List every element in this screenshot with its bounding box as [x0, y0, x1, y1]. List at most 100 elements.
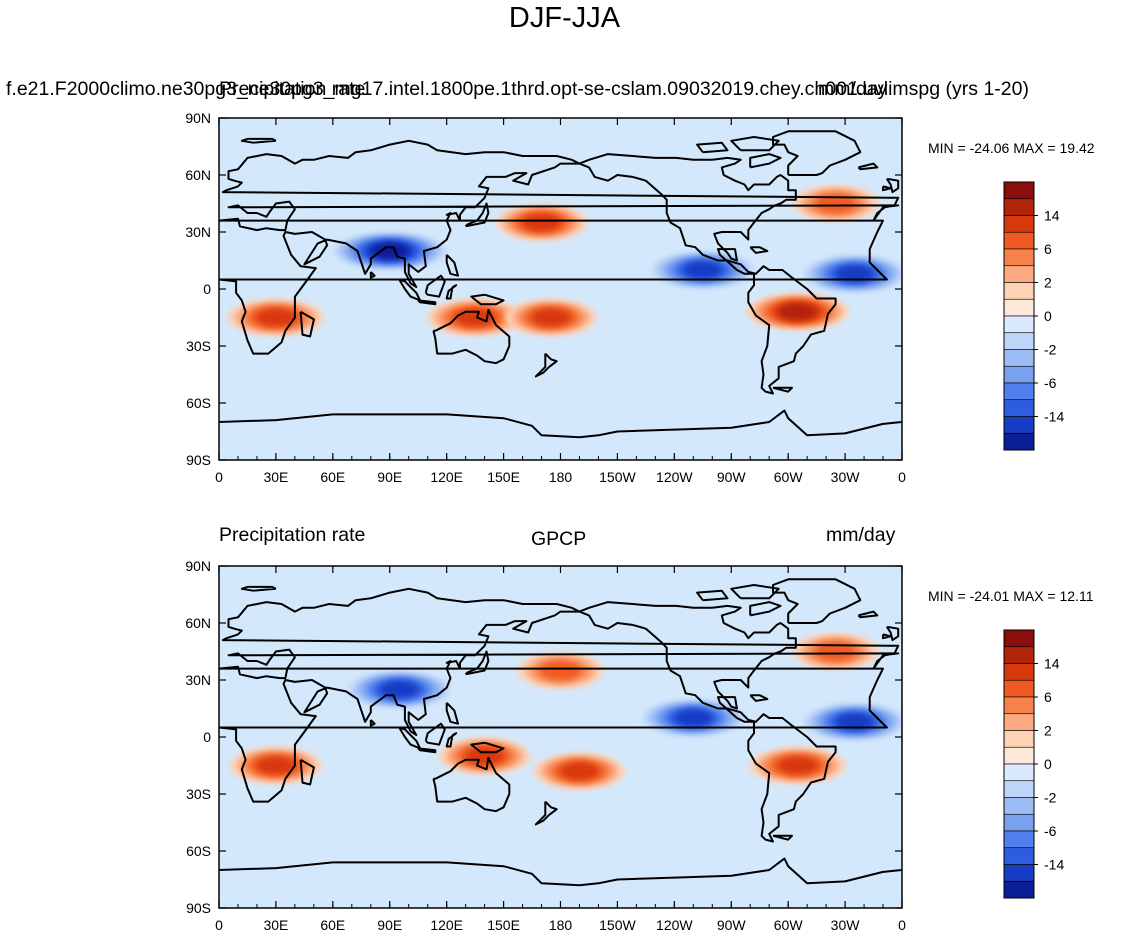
coastline-p1-22 — [240, 585, 277, 592]
xtick-label-p0-4: 120E — [430, 469, 463, 485]
coastline-p1-11 — [882, 633, 892, 640]
coastline-p0-20 — [749, 246, 769, 254]
xtick-label-p0-2: 60E — [320, 469, 345, 485]
panel-2-left-label: Precipitation rate — [219, 524, 366, 546]
colorbar-swatch-p1-14 — [1003, 864, 1035, 882]
ytick-label-p1-4: 30S — [186, 786, 211, 802]
colorbar-swatch-p0-9 — [1003, 332, 1035, 350]
colorbar-label-p0-5: -6 — [1044, 375, 1057, 391]
precip-contour-p0-f2-l6 — [371, 243, 409, 259]
colorbar-swatch-p0-8 — [1003, 315, 1035, 334]
panel-1-overlay-variable: Precipitation rate — [219, 78, 366, 100]
precip-contour-p0-f7-l5 — [779, 303, 817, 320]
coastline-p0-22 — [240, 137, 277, 144]
colorbar-label-p1-3: 0 — [1044, 756, 1052, 772]
ytick-label-p0-1: 60N — [185, 167, 211, 183]
colorbar-swatch-p1-12 — [1003, 830, 1035, 849]
coastline-p0-23 — [219, 409, 902, 439]
precip-contour-p1-f2-l5 — [380, 681, 418, 698]
xtick-label-p1-6: 180 — [549, 917, 573, 933]
colorbar-label-p0-2: 2 — [1044, 275, 1052, 291]
coastline-p1-15 — [579, 601, 837, 843]
colorbar-swatch-p1-9 — [1003, 780, 1035, 798]
colorbar-swatch-p1-7 — [1003, 746, 1035, 765]
xtick-label-p0-7: 150W — [599, 469, 636, 485]
colorbar-label-p0-3: 0 — [1044, 308, 1052, 324]
coastline-p1-20 — [749, 694, 769, 702]
precip-contour-p1-f7-l4 — [778, 757, 817, 774]
ytick-label-p1-2: 30N — [185, 672, 211, 688]
precip-contour-p1-f4-l4 — [560, 762, 599, 780]
coastline-p1-6 — [417, 747, 437, 754]
precip-contour-p1-f8-l3 — [815, 642, 856, 661]
ytick-label-p0-0: 90N — [185, 110, 211, 126]
colorbar-panel-1: 14 6 2 0 -2 -6 -14 — [1003, 181, 1064, 451]
ytick-label-p0-2: 30N — [185, 224, 211, 240]
xtick-label-p1-5: 150E — [487, 917, 520, 933]
colorbar-label-p1-1: 6 — [1044, 689, 1052, 705]
coastline-p0-1 — [534, 352, 558, 378]
xtick-label-p1-12: 0 — [898, 917, 906, 933]
colorbar-swatch-p1-6 — [1003, 730, 1035, 748]
colorbar-swatch-p0-3 — [1003, 231, 1035, 250]
ytick-label-p1-3: 0 — [203, 729, 211, 745]
ytick-label-p0-4: 30S — [186, 338, 211, 354]
panel-1-stats: MIN = -24.06 MAX = 19.42 — [928, 140, 1095, 156]
coastline-p0-2 — [470, 293, 505, 306]
coastline-p0-8 — [445, 254, 459, 277]
precip-field-p0 — [227, 185, 902, 336]
colorbar-swatch-p0-11 — [1003, 365, 1035, 384]
xtick-label-p1-11: 30W — [831, 917, 861, 933]
colorbar-swatch-p1-1 — [1003, 646, 1035, 664]
coastline-p0-19 — [749, 153, 782, 169]
colorbar-label-p1-6: -14 — [1044, 857, 1064, 873]
coastline-p1-17 — [730, 584, 780, 600]
precip-contour-p1-f5-l3 — [540, 661, 581, 680]
xtick-label-p1-9: 90W — [717, 917, 747, 933]
coastline-p1-23 — [219, 857, 902, 887]
xtick-label-p1-2: 60E — [320, 917, 345, 933]
colorbar-label-p1-4: -2 — [1044, 790, 1057, 806]
colorbar-label-p0-4: -2 — [1044, 342, 1057, 358]
ytick-label-p1-5: 60S — [186, 843, 211, 859]
colorbar-swatch-p1-10 — [1003, 797, 1035, 815]
colorbar-swatch-p1-3 — [1003, 679, 1035, 698]
xtick-label-p0-1: 30E — [263, 469, 288, 485]
xtick-label-p0-3: 90E — [377, 469, 402, 485]
colorbar-swatch-p0-13 — [1003, 399, 1035, 417]
precip-contour-p0-f6-l5 — [684, 262, 722, 278]
precip-contour-p0-f8-l3 — [815, 194, 856, 213]
colorbar-swatch-p1-13 — [1003, 847, 1035, 865]
precip-contour-p0-f3-l4 — [455, 309, 495, 326]
panel-2-right-label: mm/day — [826, 524, 896, 546]
xtick-label-p0-9: 90W — [717, 469, 747, 485]
colorbar-label-p1-2: 2 — [1044, 723, 1052, 739]
colorbar-swatch-p1-5 — [1003, 713, 1035, 731]
xtick-label-p1-1: 30E — [263, 917, 288, 933]
panel-1-overlay-units: mm/day — [818, 78, 888, 100]
coastline-p1-3 — [432, 756, 511, 813]
colorbar-panel-2: 14 6 2 0 -2 -6 -14 — [1003, 629, 1064, 899]
panel-1-subtitle: f.e21.F2000climo.ne30pg3_ne30pg3_mg17.in… — [6, 78, 1029, 100]
ytick-label-p1-0: 90N — [185, 558, 211, 574]
colorbar-label-p0-0: 14 — [1044, 208, 1060, 224]
coastline-p1-10 — [885, 625, 900, 642]
colorbar-swatch-p1-0 — [1003, 629, 1035, 648]
xtick-label-p1-10: 60W — [774, 917, 804, 933]
coastline-p1-8 — [445, 702, 459, 725]
coastline-p1-12 — [857, 610, 879, 619]
colorbar-swatch-p1-4 — [1003, 696, 1035, 715]
colorbar-swatch-p0-7 — [1003, 298, 1035, 317]
coastline-p0-5 — [424, 274, 446, 298]
coastline-p0-16 — [772, 130, 862, 176]
colorbar-swatch-p1-2 — [1003, 663, 1035, 681]
colorbar-swatch-p0-0 — [1003, 181, 1035, 200]
colorbar-swatch-p0-6 — [1003, 282, 1035, 300]
colorbar-swatch-p0-5 — [1003, 265, 1035, 283]
colorbar-swatch-p0-12 — [1003, 382, 1035, 401]
coastline-p0-3 — [432, 308, 511, 365]
coastline-p0-12 — [857, 162, 879, 171]
precip-contour-p1-f1-l5 — [836, 713, 874, 730]
coastline-p0-10 — [885, 177, 900, 194]
colorbar-swatch-p0-1 — [1003, 198, 1035, 216]
